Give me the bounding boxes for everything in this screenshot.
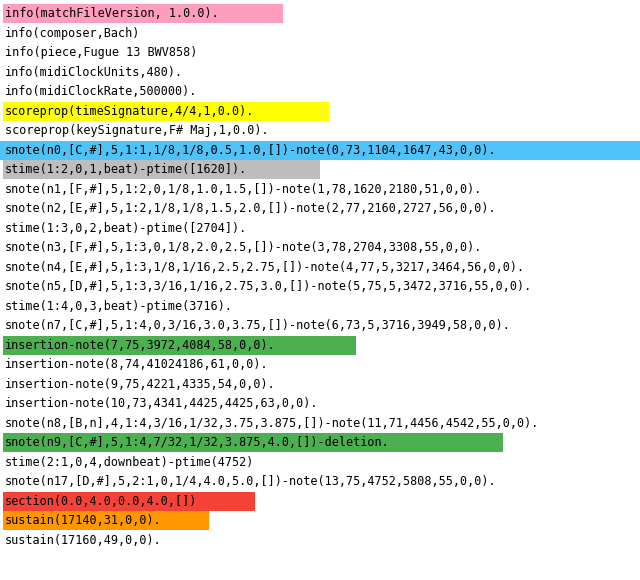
Text: stime(1:2,0,1,beat)-ptime([1620]).: stime(1:2,0,1,beat)-ptime([1620]). (5, 163, 247, 176)
Text: sustain(17140,31,0,0).: sustain(17140,31,0,0). (5, 514, 162, 527)
Text: info(piece,Fugue 13 BWV858): info(piece,Fugue 13 BWV858) (5, 46, 197, 59)
Text: snote(n9,[C,#],5,1:4,7/32,1/32,3.875,4.0,[])-deletion.: snote(n9,[C,#],5,1:4,7/32,1/32,3.875,4.0… (5, 436, 390, 450)
Bar (0, 141, 640, 160)
Text: insertion-note(7,75,3972,4084,58,0,0).: insertion-note(7,75,3972,4084,58,0,0). (5, 339, 276, 351)
Bar (3, 4, 283, 23)
Bar (3, 160, 319, 179)
Text: snote(n8,[B,n],4,1:4,3/16,1/32,3.75,3.875,[])-note(11,71,4456,4542,55,0,0).: snote(n8,[B,n],4,1:4,3/16,1/32,3.75,3.87… (5, 417, 540, 430)
Text: info(midiClockRate,500000).: info(midiClockRate,500000). (5, 85, 197, 98)
Text: snote(n2,[E,#],5,1:2,1/8,1/8,1.5,2.0,[])-note(2,77,2160,2727,56,0,0).: snote(n2,[E,#],5,1:2,1/8,1/8,1.5,2.0,[])… (5, 202, 497, 215)
Bar (3, 336, 356, 355)
Text: info(composer,Bach): info(composer,Bach) (5, 27, 140, 40)
Text: stime(2:1,0,4,downbeat)-ptime(4752): stime(2:1,0,4,downbeat)-ptime(4752) (5, 456, 254, 469)
Text: scoreprop(keySignature,F# Maj,1,0.0).: scoreprop(keySignature,F# Maj,1,0.0). (5, 124, 269, 137)
Bar (3, 433, 504, 452)
Text: info(midiClockUnits,480).: info(midiClockUnits,480). (5, 66, 183, 79)
Text: insertion-note(8,74,41024186,61,0,0).: insertion-note(8,74,41024186,61,0,0). (5, 358, 269, 371)
Text: snote(n1,[F,#],5,1:2,0,1/8,1.0,1.5,[])-note(1,78,1620,2180,51,0,0).: snote(n1,[F,#],5,1:2,0,1/8,1.0,1.5,[])-n… (5, 183, 483, 196)
Text: snote(n4,[E,#],5,1:3,1/8,1/16,2.5,2.75,[])-note(4,77,5,3217,3464,56,0,0).: snote(n4,[E,#],5,1:3,1/8,1/16,2.5,2.75,[… (5, 261, 525, 274)
Text: sustain(17160,49,0,0).: sustain(17160,49,0,0). (5, 534, 162, 547)
Text: scoreprop(timeSignature,4/4,1,0.0).: scoreprop(timeSignature,4/4,1,0.0). (5, 105, 254, 118)
Bar (3, 492, 255, 511)
Text: stime(1:4,0,3,beat)-ptime(3716).: stime(1:4,0,3,beat)-ptime(3716). (5, 300, 233, 313)
Bar (3, 102, 329, 121)
Text: snote(n3,[F,#],5,1:3,0,1/8,2.0,2.5,[])-note(3,78,2704,3308,55,0,0).: snote(n3,[F,#],5,1:3,0,1/8,2.0,2.5,[])-n… (5, 241, 483, 254)
Bar (3, 512, 209, 530)
Text: insertion-note(9,75,4221,4335,54,0,0).: insertion-note(9,75,4221,4335,54,0,0). (5, 378, 276, 391)
Text: snote(n17,[D,#],5,2:1,0,1/4,4.0,5.0,[])-note(13,75,4752,5808,55,0,0).: snote(n17,[D,#],5,2:1,0,1/4,4.0,5.0,[])-… (5, 475, 497, 488)
Text: snote(n0,[C,#],5,1:1,1/8,1/8,0.5,1.0,[])-note(0,73,1104,1647,43,0,0).: snote(n0,[C,#],5,1:1,1/8,1/8,0.5,1.0,[])… (5, 144, 497, 157)
Text: stime(1:3,0,2,beat)-ptime([2704]).: stime(1:3,0,2,beat)-ptime([2704]). (5, 222, 247, 235)
Text: snote(n5,[D,#],5,1:3,3/16,1/16,2.75,3.0,[])-note(5,75,5,3472,3716,55,0,0).: snote(n5,[D,#],5,1:3,3/16,1/16,2.75,3.0,… (5, 280, 532, 293)
Text: info(matchFileVersion, 1.0.0).: info(matchFileVersion, 1.0.0). (5, 8, 219, 20)
Text: insertion-note(10,73,4341,4425,4425,63,0,0).: insertion-note(10,73,4341,4425,4425,63,0… (5, 397, 319, 410)
Text: section(0.0,4.0,0.0,4.0,[]): section(0.0,4.0,0.0,4.0,[]) (5, 495, 197, 508)
Text: snote(n7,[C,#],5,1:4,0,3/16,3.0,3.75,[])-note(6,73,5,3716,3949,58,0,0).: snote(n7,[C,#],5,1:4,0,3/16,3.0,3.75,[])… (5, 319, 511, 332)
